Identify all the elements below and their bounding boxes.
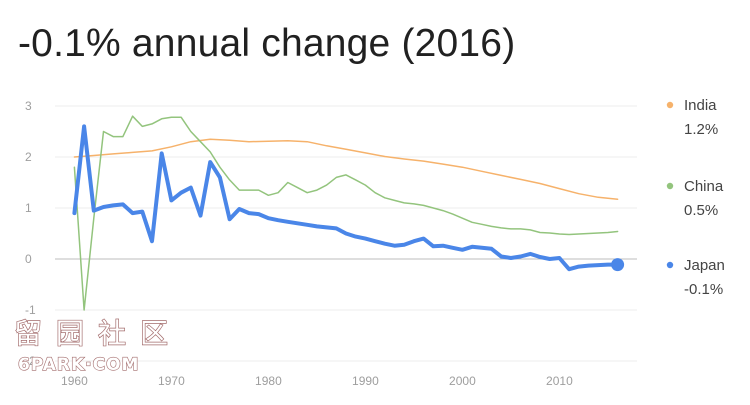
legend-name-india: India bbox=[684, 97, 717, 114]
y-tick-label: 0 bbox=[25, 252, 32, 266]
y-tick-label: 1 bbox=[25, 201, 32, 215]
watermark-text: 6PARK·COM bbox=[18, 355, 139, 375]
x-tick-label: 2000 bbox=[449, 374, 476, 388]
x-axis-ticks: 1960 1970 1980 1990 2000 2010 bbox=[61, 374, 573, 388]
series-line-china bbox=[73, 115, 619, 311]
series-lines bbox=[72, 115, 625, 311]
x-tick-label: 2010 bbox=[546, 374, 573, 388]
x-tick-label: 1990 bbox=[352, 374, 379, 388]
series-line-india bbox=[73, 138, 619, 201]
series-endpoint-japan bbox=[611, 258, 625, 272]
legend-dot-china bbox=[666, 182, 674, 190]
chart-title: -0.1% annual change (2016) bbox=[18, 22, 516, 65]
x-tick-label: 1960 bbox=[61, 374, 88, 388]
legend-value-japan: -0.1% bbox=[684, 281, 723, 298]
watermark-cjk: 留园社区 bbox=[14, 317, 182, 350]
legend-name-china: China bbox=[684, 178, 724, 195]
y-tick-label: 3 bbox=[25, 99, 32, 113]
legend-value-china: 0.5% bbox=[684, 202, 718, 219]
watermark: 留园社区 6PARK·COM bbox=[13, 316, 182, 375]
y-tick-label: -1 bbox=[25, 303, 36, 317]
y-tick-label: -2 bbox=[25, 354, 36, 368]
series-line-japan bbox=[72, 124, 620, 272]
legend-name-japan: Japan bbox=[684, 257, 725, 274]
legend-dot-india bbox=[666, 101, 674, 109]
legend-dot-japan bbox=[666, 261, 674, 269]
gridlines bbox=[55, 105, 637, 362]
y-tick-label: 2 bbox=[25, 150, 32, 164]
legend: India 1.2% China 0.5% Japan -0.1% bbox=[666, 97, 725, 298]
y-axis-ticks: 3 2 1 0 -1 -2 bbox=[25, 99, 36, 368]
x-tick-label: 1980 bbox=[255, 374, 282, 388]
x-tick-label: 1970 bbox=[158, 374, 185, 388]
legend-value-india: 1.2% bbox=[684, 121, 718, 138]
